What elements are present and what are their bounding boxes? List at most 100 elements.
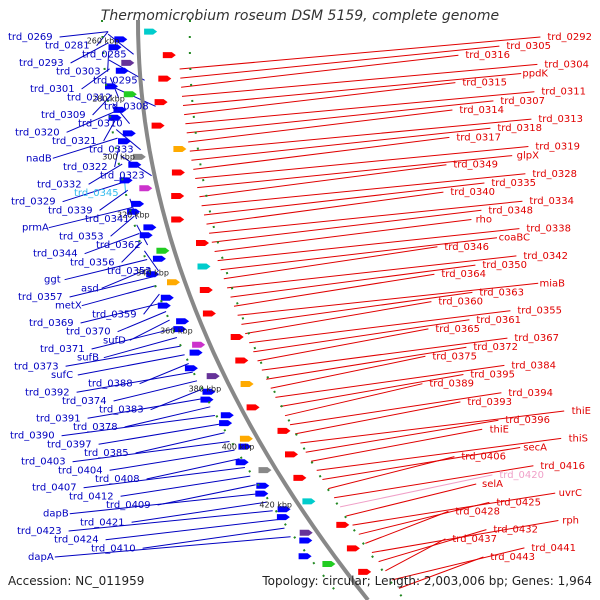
gene-label[interactable]: trd_0315 [462, 78, 507, 89]
gene-label[interactable]: trd_0303 [56, 67, 101, 78]
gene-label[interactable]: trd_0416 [540, 461, 585, 472]
gene-label[interactable]: sufD [103, 335, 126, 346]
gene-label[interactable]: trd_0378 [73, 422, 118, 433]
gene-label[interactable]: trd_0304 [544, 59, 589, 70]
gene-label[interactable]: trd_0321 [52, 136, 97, 147]
gene-label[interactable]: prmA [22, 223, 49, 234]
gene-label[interactable]: trd_0383 [99, 405, 144, 416]
gene-label[interactable]: trd_0369 [29, 318, 74, 329]
gene-label[interactable]: trd_0441 [531, 543, 576, 554]
gene-label[interactable]: trd_0356 [70, 257, 115, 268]
gene-label[interactable]: trd_0395 [470, 370, 515, 381]
gene-label[interactable]: trd_0310 [78, 119, 123, 130]
gene-label[interactable]: trd_0341 [85, 214, 130, 225]
gene-label[interactable]: sufC [51, 370, 73, 381]
gene-label[interactable]: trd_0345 [74, 188, 119, 199]
gene-label[interactable]: trd_0329 [11, 197, 56, 208]
gene-label[interactable]: trd_0425 [496, 497, 541, 508]
gene-label[interactable]: ppdK [522, 69, 548, 80]
gene-label[interactable]: trd_0335 [491, 178, 536, 189]
gene-label[interactable]: trd_0375 [432, 351, 477, 362]
gene-label[interactable]: metX [55, 301, 82, 312]
gene-label[interactable]: trd_0403 [21, 457, 66, 468]
gene-label[interactable]: trd_0333 [89, 145, 134, 156]
gene-label[interactable]: trd_0363 [479, 287, 524, 298]
gene-label[interactable]: trd_0359 [92, 309, 137, 320]
gene-label[interactable]: nadB [26, 153, 52, 164]
gene-label[interactable]: dapA [28, 552, 54, 563]
gene-label[interactable]: trd_0374 [62, 396, 107, 407]
gene-label[interactable]: sufB [77, 353, 99, 364]
gene-label[interactable]: trd_0319 [535, 142, 580, 153]
gene-label[interactable]: trd_0346 [444, 242, 489, 253]
gene-label[interactable]: trd_0360 [438, 297, 483, 308]
gene-label[interactable]: trd_0421 [80, 517, 125, 528]
gene-label[interactable]: selA [482, 479, 503, 490]
gene-label[interactable]: trd_0389 [429, 379, 474, 390]
gene-label[interactable]: trd_0420 [499, 470, 544, 481]
gene-label[interactable]: trd_0352 [107, 266, 152, 277]
gene-label[interactable]: trd_0397 [47, 439, 92, 450]
gene-label[interactable]: trd_0308 [104, 101, 149, 112]
gene-label[interactable]: trd_0390 [10, 431, 55, 442]
gene-label[interactable]: trd_0373 [14, 361, 59, 372]
gene-label[interactable]: trd_0409 [106, 500, 151, 511]
gene-label[interactable]: trd_0388 [88, 379, 133, 390]
gene-label[interactable]: trd_0424 [54, 535, 99, 546]
gene-label[interactable]: trd_0385 [84, 448, 129, 459]
gene-label[interactable]: trd_0372 [473, 342, 518, 353]
gene-label[interactable]: trd_0350 [482, 260, 527, 271]
gene-label[interactable]: glpX [517, 151, 539, 162]
gene-label[interactable]: trd_0305 [506, 41, 551, 52]
gene-label[interactable]: thiE [490, 424, 509, 435]
gene-label[interactable]: trd_0367 [514, 333, 559, 344]
gene-label[interactable]: trd_0371 [40, 344, 85, 355]
gene-label[interactable]: secA [523, 443, 547, 454]
gene-label[interactable]: trd_0396 [505, 415, 550, 426]
gene-label[interactable]: trd_0432 [493, 525, 538, 536]
gene-label[interactable]: trd_0339 [48, 205, 93, 216]
gene-label[interactable]: trd_0365 [435, 324, 480, 335]
gene-label[interactable]: trd_0412 [69, 491, 114, 502]
gene-label[interactable]: coaBC [499, 233, 530, 244]
gene-label[interactable]: trd_0348 [488, 205, 533, 216]
gene-label[interactable]: trd_0394 [508, 388, 553, 399]
gene-label[interactable]: trd_0301 [30, 84, 75, 95]
gene-label[interactable]: trd_0332 [37, 179, 82, 190]
gene-label[interactable]: trd_0349 [453, 160, 498, 171]
gene-label[interactable]: trd_0322 [63, 162, 108, 173]
gene-label[interactable]: trd_0316 [465, 50, 510, 61]
gene-label[interactable]: trd_0437 [452, 534, 497, 545]
gene-label[interactable]: trd_0295 [93, 75, 138, 86]
gene-label[interactable]: trd_0344 [33, 249, 78, 260]
gene-label[interactable]: rph [562, 516, 579, 527]
gene-label[interactable]: trd_0340 [450, 187, 495, 198]
gene-label[interactable]: trd_0391 [36, 413, 81, 424]
gene-label[interactable]: trd_0312 [67, 93, 112, 104]
gene-label[interactable]: trd_0364 [441, 269, 486, 280]
gene-label[interactable]: trd_0285 [82, 49, 127, 60]
gene-label[interactable]: trd_0307 [500, 96, 545, 107]
gene-label[interactable]: miaB [539, 278, 565, 289]
gene-label[interactable]: trd_0292 [547, 32, 592, 43]
gene-label[interactable]: trd_0443 [490, 552, 535, 563]
gene-label[interactable]: trd_0393 [467, 397, 512, 408]
gene-label[interactable]: trd_0357 [18, 292, 63, 303]
gene-label[interactable]: trd_0338 [526, 224, 571, 235]
gene-label[interactable]: thiE [572, 406, 591, 417]
gene-label[interactable]: trd_0311 [541, 87, 586, 98]
gene-label[interactable]: trd_0428 [455, 506, 500, 517]
gene-label[interactable]: trd_0353 [59, 231, 104, 242]
gene-label[interactable]: trd_0370 [66, 327, 111, 338]
gene-label[interactable]: trd_0309 [41, 110, 86, 121]
gene-label[interactable]: trd_0269 [8, 32, 53, 43]
gene-label[interactable]: trd_0410 [91, 543, 136, 554]
gene-label[interactable]: trd_0423 [17, 526, 62, 537]
gene-label[interactable]: trd_0334 [529, 196, 574, 207]
gene-label[interactable]: trd_0362 [96, 240, 141, 251]
gene-label[interactable]: trd_0281 [45, 41, 90, 52]
gene-label[interactable]: trd_0392 [25, 387, 70, 398]
gene-label[interactable]: asd [81, 283, 99, 294]
gene-label[interactable]: ggt [44, 275, 61, 286]
gene-label[interactable]: trd_0342 [523, 251, 568, 262]
